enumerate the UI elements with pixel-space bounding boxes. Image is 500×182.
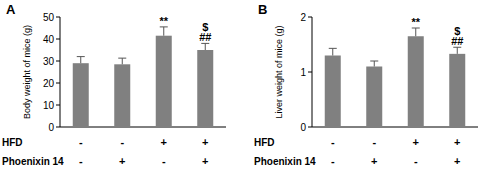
treatment-label: HFD: [2, 137, 23, 148]
error-bar: [453, 47, 461, 54]
figure: ABody weight of mice (g)01020304050**##$…: [0, 0, 500, 182]
bar: [156, 36, 172, 127]
y-tick-label: 30: [43, 56, 55, 67]
error-bar: [412, 28, 420, 36]
y-axis: [60, 17, 61, 127]
y-tick-label: 0: [48, 122, 54, 133]
treatment-sign: -: [372, 136, 376, 148]
treatment-sign: -: [79, 155, 83, 167]
y-axis-label: Liver weight of mice (g): [274, 25, 284, 118]
treatment-sign: -: [331, 136, 335, 148]
treatment-sign: +: [202, 136, 208, 148]
error-bar: [118, 58, 126, 64]
bar: [366, 67, 382, 128]
panel-label: A: [6, 2, 16, 17]
panel-label: B: [258, 2, 267, 17]
y-tick-label: 1: [300, 67, 306, 78]
y-tick-label: 50: [43, 12, 55, 23]
bar: [408, 36, 424, 127]
treatment-sign: +: [119, 155, 125, 167]
y-tick: [308, 127, 312, 128]
y-tick-label: 2: [300, 12, 306, 23]
y-tick: [56, 83, 60, 84]
y-tick: [56, 61, 60, 62]
treatment-sign: +: [371, 155, 377, 167]
error-bar: [201, 43, 209, 50]
bars: [73, 27, 214, 127]
treatment-sign: +: [161, 136, 167, 148]
bar: [73, 63, 89, 127]
error-bar: [160, 27, 168, 36]
treatment-sign: +: [202, 155, 208, 167]
annotation: $: [454, 25, 460, 37]
bar: [449, 54, 465, 127]
y-tick-label: 20: [43, 78, 55, 89]
error-bar: [370, 61, 378, 67]
y-tick: [308, 17, 312, 18]
annotation: $: [202, 21, 208, 33]
annotation: **: [159, 15, 168, 27]
panel: BLiver weight of mice (g)012**##$HFD--++…: [254, 2, 478, 167]
y-tick-label: 0: [300, 122, 306, 133]
treatment-sign: -: [331, 155, 335, 167]
bar: [325, 56, 341, 128]
treatment-sign: +: [413, 136, 419, 148]
y-tick: [56, 127, 60, 128]
treatment-sign: -: [162, 155, 166, 167]
treatment-sign: -: [79, 136, 83, 148]
treatment-label: Phoenixin 14: [2, 156, 64, 167]
y-tick: [56, 105, 60, 106]
bar: [197, 50, 213, 127]
error-bar: [77, 57, 85, 64]
bar: [114, 64, 130, 127]
y-tick: [308, 72, 312, 73]
y-tick: [56, 39, 60, 40]
treatment-sign: +: [454, 136, 460, 148]
treatment-sign: +: [454, 155, 460, 167]
error-bar: [329, 48, 337, 55]
bars: [325, 28, 466, 127]
y-axis-label: Body weight of mice (g): [22, 25, 32, 119]
treatment-label: HFD: [254, 137, 275, 148]
y-tick: [56, 17, 60, 18]
y-tick-label: 40: [43, 34, 55, 45]
panel: ABody weight of mice (g)01020304050**##$…: [2, 2, 226, 167]
treatment-sign: -: [414, 155, 418, 167]
annotation: **: [411, 16, 420, 28]
y-tick-label: 10: [43, 100, 55, 111]
treatment-label: Phoenixin 14: [254, 156, 316, 167]
treatment-sign: -: [120, 136, 124, 148]
